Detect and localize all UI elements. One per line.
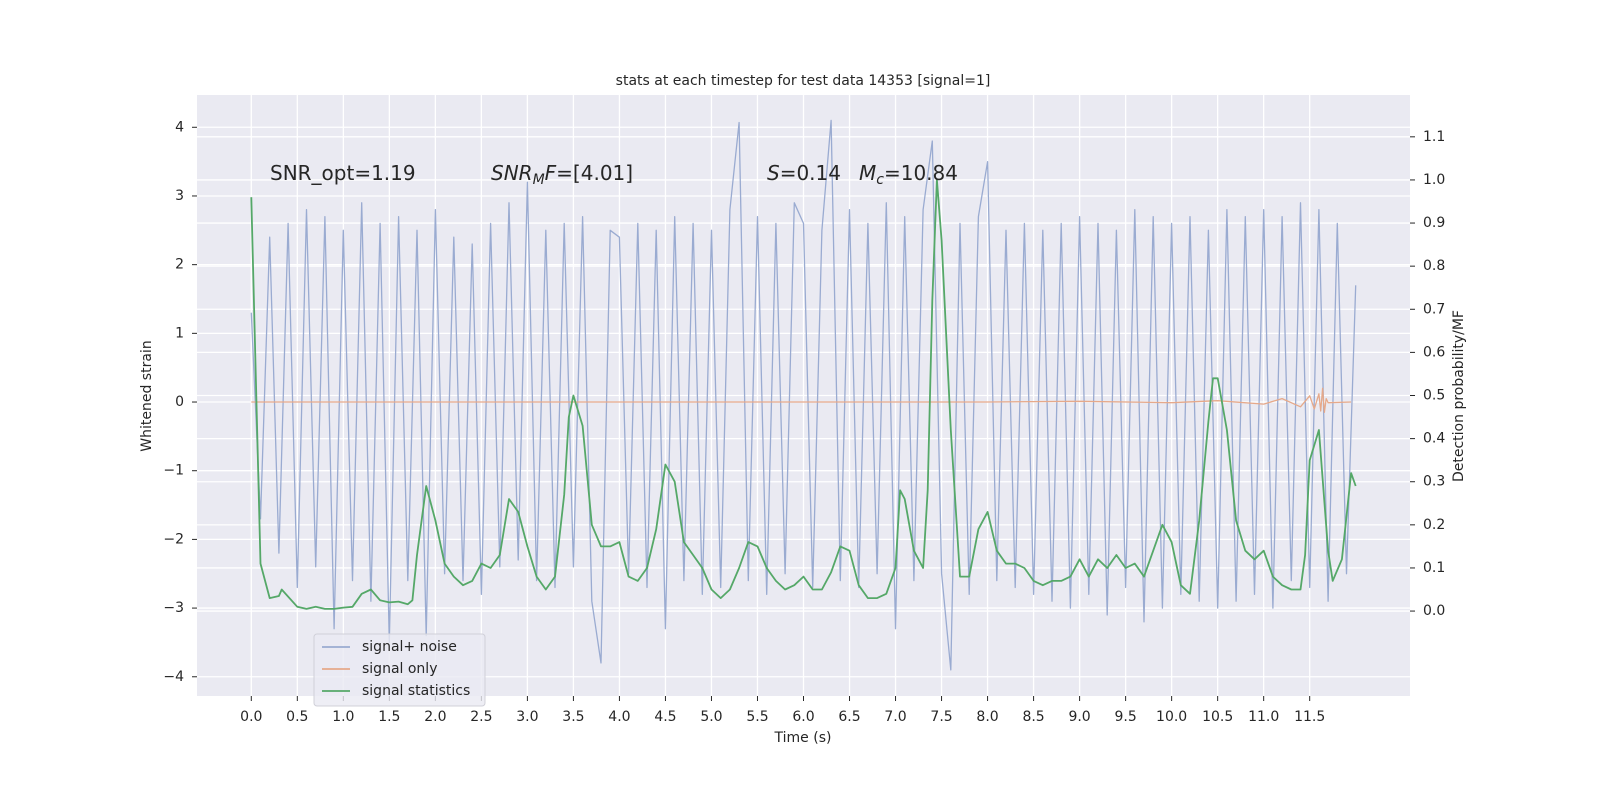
y-tick-label: 3 — [175, 188, 184, 204]
y2-tick-label: 0.3 — [1423, 474, 1445, 490]
y2-tick-label: 0.6 — [1423, 344, 1445, 360]
x-tick-label: 11.5 — [1294, 709, 1325, 725]
legend-label: signal only — [362, 661, 437, 677]
series-line — [251, 387, 1352, 413]
legend-label: signal statistics — [362, 683, 470, 699]
y2-tick-label: 1.0 — [1423, 172, 1445, 188]
x-tick-label: 7.0 — [884, 709, 906, 725]
y2-tick-label: 0.4 — [1423, 431, 1445, 447]
x-tick-label: 3.5 — [562, 709, 584, 725]
x-tick-label: 0.0 — [240, 709, 262, 725]
x-tick-label: 5.0 — [700, 709, 722, 725]
y2-tick-label: 1.1 — [1423, 129, 1445, 145]
x-tick-label: 7.5 — [930, 709, 952, 725]
x-tick-label: 8.0 — [976, 709, 998, 725]
series-line — [250, 119, 1357, 671]
x-tick-label: 4.5 — [654, 709, 676, 725]
x-axis-label: Time (s) — [774, 730, 832, 746]
x-tick-label: 1.5 — [378, 709, 400, 725]
annotation-part: SNR_opt=1.19 — [270, 161, 416, 185]
annotation-part: c — [876, 172, 884, 188]
y-tick-label: 4 — [175, 119, 184, 135]
x-tick-label: 6.0 — [792, 709, 814, 725]
chart-title: stats at each timestep for test data 143… — [616, 73, 991, 89]
x-tick-label: 10.0 — [1156, 709, 1187, 725]
x-tick-label: 8.5 — [1022, 709, 1044, 725]
y-tick-label: 2 — [175, 257, 184, 273]
series-line — [250, 179, 1357, 610]
y2-tick-label: 0.1 — [1423, 560, 1445, 576]
y-tick-label: 1 — [175, 325, 184, 341]
y-tick-label: −4 — [163, 669, 184, 685]
x-tick-label: 9.5 — [1114, 709, 1136, 725]
annotation: SNRMF=[4.01] — [491, 161, 633, 188]
x-tick-label: 10.5 — [1202, 709, 1233, 725]
y-tick-label: −3 — [163, 600, 184, 616]
y2-tick-label: 0.7 — [1423, 301, 1445, 317]
annotation-part: F — [545, 161, 557, 185]
y2-tick-label: 0.9 — [1423, 215, 1445, 231]
annotation-part: =10.84 — [884, 161, 958, 185]
annotation-part: =0.14 — [780, 161, 841, 185]
x-tick-label: 2.0 — [424, 709, 446, 725]
x-tick-label: 11.0 — [1248, 709, 1279, 725]
annotation-part: M — [533, 172, 545, 188]
annotation-part: M — [859, 161, 876, 185]
legend-label: signal+ noise — [362, 639, 457, 655]
x-tick-label: 5.5 — [746, 709, 768, 725]
y2-axis-label: Detection probability/MF — [1451, 310, 1467, 482]
annotation-part: =[4.01] — [556, 161, 633, 185]
annotation: SNR_opt=1.19 — [270, 161, 416, 185]
x-tick-label: 0.5 — [286, 709, 308, 725]
annotation: Mc=10.84 — [859, 161, 958, 188]
y2-tick-label: 0.2 — [1423, 517, 1445, 533]
y2-tick-label: 0.5 — [1423, 388, 1445, 404]
x-tick-label: 6.5 — [838, 709, 860, 725]
y2-tick-label: 0.0 — [1423, 603, 1445, 619]
x-tick-label: 2.5 — [470, 709, 492, 725]
x-tick-label: 3.0 — [516, 709, 538, 725]
y-axis-label: Whitened strain — [139, 340, 155, 451]
x-tick-label: 4.0 — [608, 709, 630, 725]
x-tick-label: 9.0 — [1068, 709, 1090, 725]
x-tick-label: 1.0 — [332, 709, 354, 725]
annotation: S=0.14 — [767, 161, 841, 185]
legend-box — [313, 633, 486, 707]
y-tick-label: −2 — [163, 531, 184, 547]
y-tick-label: 0 — [175, 394, 184, 410]
y2-tick-label: 0.8 — [1423, 258, 1445, 274]
y-tick-label: −1 — [163, 463, 184, 479]
annotation-part: S — [767, 161, 780, 185]
annotation-part: SNR — [491, 161, 533, 185]
